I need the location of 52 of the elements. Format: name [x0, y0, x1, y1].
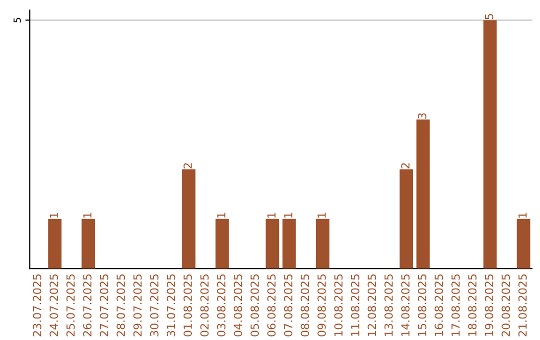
- x-tick-label: 17.08.2025: [451, 274, 460, 336]
- x-tick-label: 16.08.2025: [434, 274, 444, 336]
- x-tick-label: 04.08.2025: [234, 274, 242, 336]
- bar: [82, 218, 95, 269]
- x-tick-label: 23.07.2025: [32, 274, 42, 336]
- x-tick-label: 05.08.2025: [250, 274, 259, 336]
- x-tick-label: 24.07.2025: [50, 274, 58, 336]
- x-tick-label: 03.08.2025: [217, 274, 226, 336]
- data-label: 2: [401, 163, 410, 168]
- x-tick-label: 02.08.2025: [200, 274, 209, 336]
- x-tick-label: 14.08.2025: [401, 274, 410, 336]
- x-tick-label: 30.07.2025: [150, 274, 158, 336]
- data-label: 3: [418, 113, 426, 119]
- bar: [483, 20, 497, 269]
- x-tick-label: 18.08.2025: [468, 274, 477, 336]
- x-tick-label: 19.08.2025: [484, 274, 494, 336]
- data-label: 1: [318, 212, 326, 218]
- x-tick-label: 12.08.2025: [368, 274, 376, 336]
- x-tick-label: 29.07.2025: [133, 274, 142, 336]
- x-tick-label: 10.08.2025: [334, 274, 343, 336]
- x-tick-label: 07.08.2025: [284, 274, 292, 336]
- bar: [416, 120, 430, 269]
- x-tick-label: 28.07.2025: [116, 274, 125, 336]
- x-tick-label: 31.07.2025: [166, 274, 176, 336]
- x-tick-label: 06.08.2025: [267, 274, 276, 336]
- x-tick-label: 25.07.2025: [66, 274, 75, 336]
- bar: [516, 218, 530, 269]
- x-tick-label: 27.07.2025: [100, 274, 108, 336]
- bar: [182, 169, 196, 269]
- x-tick-label: 20.08.2025: [502, 274, 510, 336]
- bar: [266, 218, 280, 269]
- x-tick-label: 21.08.2025: [518, 274, 527, 336]
- bar: [48, 218, 62, 269]
- data-label: 5: [485, 14, 494, 20]
- x-tick-label: 26.07.2025: [83, 274, 92, 336]
- x-tick-label: 11.08.2025: [350, 274, 360, 336]
- bar: [400, 169, 414, 269]
- x-tick-label: 15.08.2025: [418, 274, 426, 336]
- x-tick-label: 01.08.2025: [184, 274, 192, 336]
- data-label: 1: [267, 212, 276, 218]
- bar: [316, 218, 330, 269]
- x-tick-label: 09.08.2025: [317, 274, 326, 336]
- data-label: 1: [217, 212, 226, 218]
- data-label: 1: [518, 212, 527, 218]
- data-label: 1: [284, 212, 292, 218]
- data-label: 1: [83, 212, 92, 218]
- x-tick-label: 13.08.2025: [384, 274, 393, 336]
- x-tick-label: 08.08.2025: [300, 274, 310, 336]
- bar: [282, 218, 296, 269]
- data-label: 2: [184, 163, 192, 168]
- bar: [216, 218, 229, 269]
- data-label: 1: [50, 212, 58, 218]
